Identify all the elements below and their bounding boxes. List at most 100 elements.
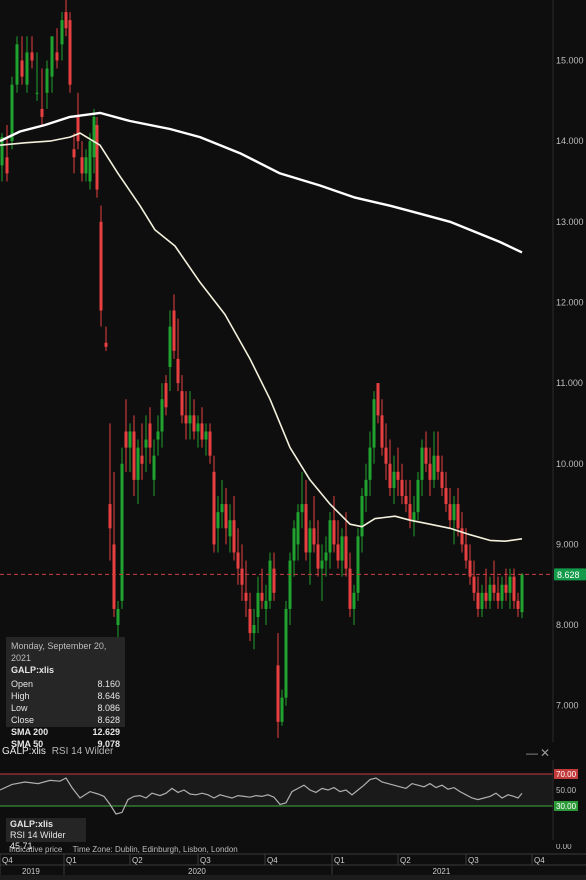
candle-body	[108, 504, 112, 529]
candle-body	[45, 68, 49, 93]
candle-body	[40, 108, 44, 117]
ohlc-label: SMA 50	[11, 739, 44, 749]
rsi-chart[interactable]: 70.00 30.00 50.00	[0, 760, 586, 840]
candle-body	[400, 479, 404, 497]
ohlc-label: SMA 200	[11, 727, 49, 737]
quarter-label: Q2	[400, 856, 411, 865]
candle-body	[384, 447, 388, 464]
candle-body	[328, 520, 332, 553]
candle-body	[204, 431, 208, 440]
ohlc-value: 8.086	[97, 703, 120, 713]
candle-body	[340, 536, 344, 561]
rsi-band	[0, 774, 553, 806]
candle-body	[512, 576, 516, 601]
candle-body	[10, 84, 14, 142]
ohlc-label: Low	[11, 703, 28, 713]
minus-icon[interactable]: —	[526, 746, 538, 760]
price-chart[interactable]: 7.000 8.000 9.000 10.000 11.000 12.000 13.000 1…	[0, 0, 586, 742]
candle-body	[332, 520, 336, 545]
candle-body	[95, 125, 99, 190]
quarter-label: Q4	[267, 856, 278, 865]
candle-body	[30, 52, 34, 61]
candle-body	[388, 463, 392, 488]
candle-body	[20, 60, 24, 77]
candle-body	[416, 479, 420, 513]
candle-body	[84, 157, 88, 174]
ohlc-row-high: High 8.646	[11, 690, 120, 702]
candle-body	[224, 504, 228, 529]
candle-body	[312, 528, 316, 545]
candle-body	[432, 455, 436, 480]
candle-body	[15, 44, 19, 85]
candle-body	[464, 544, 468, 561]
y-tick-label: 7.000	[556, 701, 579, 711]
candle-body	[164, 383, 168, 408]
candle-body	[240, 568, 244, 585]
candle-body	[364, 479, 368, 497]
candle-body	[456, 504, 460, 529]
close-icon[interactable]: ✕	[540, 746, 551, 760]
candle-body	[144, 439, 148, 448]
candle-body	[412, 512, 416, 521]
ohlc-row-low: Low 8.086	[11, 702, 120, 714]
candle-body	[80, 157, 84, 174]
candle-body	[348, 568, 352, 609]
candle-body	[276, 665, 280, 722]
candle-body	[92, 116, 96, 158]
rsi-y-tick-label: 0.00	[556, 844, 572, 851]
ohlc-row-close: Close 8.628	[11, 714, 120, 726]
candle-body	[280, 697, 284, 722]
candle-body	[256, 592, 260, 617]
candle-body	[99, 221, 103, 311]
candle-body	[132, 431, 136, 480]
candle-body	[368, 447, 372, 480]
candle-body	[60, 20, 64, 45]
candle-body	[308, 528, 312, 553]
candle-body	[480, 592, 484, 609]
quarter-label: Q4	[534, 856, 545, 865]
candle-body	[500, 584, 504, 601]
candle-body	[88, 141, 92, 182]
candle-body	[176, 358, 180, 384]
rsi-info-panel: GALP:xlis RSI 14 Wilder 45.71	[6, 818, 86, 851]
ohlc-row-sma50: SMA 50 9.078	[11, 738, 120, 750]
candle-body	[396, 471, 400, 480]
candle-body	[0, 137, 4, 166]
candle-body	[232, 520, 236, 553]
y-tick-label: 14.000	[556, 136, 584, 146]
candle-body	[64, 12, 68, 29]
candle-body	[380, 415, 384, 448]
candle-body	[76, 116, 80, 142]
quarter-label: Q4	[2, 856, 13, 865]
candle-body	[136, 447, 140, 480]
scrollbar-track	[0, 875, 586, 880]
rsi-panel-title: GALP:xlis RSI 14 Wilder	[2, 746, 113, 757]
candle-body	[304, 504, 308, 553]
year-label: 2021	[433, 867, 451, 876]
candle-body	[168, 326, 172, 367]
ohlc-value: 8.646	[97, 691, 120, 701]
time-axis: 0.00 Q4 Q1 Q2 Q3 Q4 Q1 Q2 Q3 Q4 2019 2020 2021	[0, 844, 586, 880]
candle-body	[236, 552, 240, 569]
candle-body	[492, 584, 496, 593]
rsi-line	[0, 777, 523, 815]
candle-body	[484, 592, 488, 601]
candle-body	[316, 544, 320, 569]
candle-body	[356, 536, 360, 593]
rsi-overbought-label: 70.00	[556, 770, 577, 779]
candle-body	[200, 423, 204, 440]
footer-note: Indicative price Time Zone: Dublin, Edin…	[9, 845, 238, 854]
candle-body	[212, 471, 216, 545]
candle-body	[156, 431, 160, 440]
candle-body	[180, 391, 184, 416]
candle-body	[408, 504, 412, 521]
candle-body	[120, 463, 124, 601]
rsi-symbol: GALP:xlis	[2, 746, 46, 757]
candle-body	[148, 423, 152, 448]
candle-body	[124, 431, 128, 448]
candle-body	[324, 552, 328, 561]
ohlc-date: Monday, September 20, 2021	[11, 641, 107, 663]
candle-body	[440, 471, 444, 488]
rsi-info-readout: RSI 14 Wilder 45.71	[10, 830, 66, 851]
timezone-label: Time Zone: Dublin, Edinburgh, Lisbon, Lo…	[72, 845, 238, 854]
